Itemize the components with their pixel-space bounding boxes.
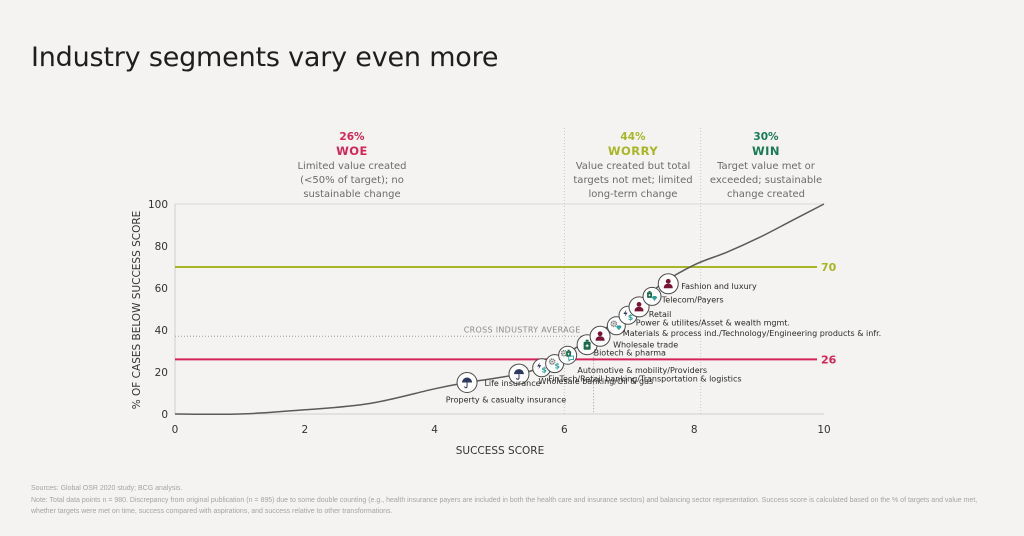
desc-line: change created <box>726 189 806 200</box>
zone-win: 30% WIN Target value met or exceeded; su… <box>681 131 851 202</box>
x-axis-label: SUCCESS SCORE <box>456 445 545 457</box>
zone-worry: 44% WORRY Value created but total target… <box>548 131 718 202</box>
marker-label: Life insurance <box>484 379 540 388</box>
x-tick-label: 6 <box>561 424 568 436</box>
marker-label: Power & utilites/Asset & wealth mgmt. <box>636 318 790 327</box>
industry-marker: Retail <box>628 296 672 319</box>
marker-circle <box>642 286 662 306</box>
industry-marker: Life insurance <box>484 363 541 388</box>
marker-label: FinTech/Retail banking/Transportation & … <box>548 375 741 384</box>
note-text: Note: Total data points n = 980. Discrep… <box>31 496 978 516</box>
industry-marker: Fashion and luxury <box>657 273 757 295</box>
zone-worry-description: Value created but total targets not met;… <box>548 160 718 202</box>
marker-label: Property & casualty insurance <box>446 396 566 405</box>
x-tick-label: 8 <box>691 424 698 436</box>
x-tick-label: 4 <box>431 424 438 436</box>
industry-marker: Telecom/Payers <box>642 286 724 306</box>
marker-label: Wholesale banking/Oil & gas <box>538 377 653 386</box>
bolt-icon <box>623 309 628 317</box>
dollar-icon: $ <box>554 361 559 370</box>
umbrella-icon <box>513 369 524 380</box>
y-tick-label: 60 <box>155 283 168 295</box>
zone-win-label: WIN <box>751 144 781 158</box>
svg-text:$: $ <box>628 313 633 322</box>
marker-label: Retail <box>649 310 672 319</box>
chat-icon <box>568 355 575 363</box>
desc-line: Value created but total <box>575 161 691 172</box>
threshold-label-26: 26 <box>821 353 837 366</box>
diamond-icon <box>616 325 622 331</box>
zone-woe-label: WOE <box>336 144 368 158</box>
x-tick-label: 10 <box>817 424 830 436</box>
page-title: Industry segments vary even more <box>31 42 499 73</box>
y-tick-label: 20 <box>155 367 168 379</box>
y-tick-label: 100 <box>148 199 168 211</box>
zone-worry-percent: 44% <box>620 131 646 143</box>
desc-line: exceeded; sustainable <box>709 175 823 186</box>
zone-woe: 26% WOE Limited value created (<50% of t… <box>267 131 437 202</box>
industry-marker: Wholesale trade <box>589 325 678 349</box>
marker-label: Fashion and luxury <box>681 282 757 291</box>
desc-line: Target value met or <box>717 161 815 172</box>
svg-text:$: $ <box>554 361 559 370</box>
svg-text:$: $ <box>542 366 547 375</box>
footer: Sources: Global OSR 2020 study; BCG anal… <box>31 483 991 518</box>
marker-label: Materials & process ind./Technology/Engi… <box>623 329 881 338</box>
industry-marker: Automotive & mobility/Providers <box>558 345 707 375</box>
marker-label: Wholesale trade <box>613 340 678 349</box>
zone-woe-description: Limited value created (<50% of target); … <box>267 160 437 202</box>
marker-label: Biotech & pharma <box>594 349 666 358</box>
gear-icon <box>548 358 556 365</box>
gear-icon <box>610 320 618 328</box>
cross-industry-average-label: CROSS INDUSTRY AVERAGE <box>464 325 581 334</box>
x-tick-label: 2 <box>301 424 308 436</box>
desc-line: sustainable change <box>303 189 401 200</box>
zone-woe-percent: 26% <box>339 131 365 143</box>
threshold-label-70: 70 <box>821 261 837 274</box>
umbrella-icon <box>462 377 473 389</box>
bottle-icon <box>647 290 652 298</box>
bottle-icon <box>583 339 591 350</box>
dollar-icon: $ <box>542 366 547 375</box>
y-tick-label: 80 <box>155 241 168 253</box>
person-icon <box>595 331 605 341</box>
dollar-icon: $ <box>628 313 633 322</box>
desc-line: Limited value created <box>297 161 407 172</box>
desc-line: targets not met; limited <box>573 175 693 186</box>
zone-worry-label: WORRY <box>607 144 659 158</box>
zone-win-description: Target value met or exceeded; sustainabl… <box>681 160 851 202</box>
industry-marker: Property & casualty insurance <box>446 372 566 405</box>
person-icon <box>663 278 673 289</box>
diamond-icon <box>651 295 658 301</box>
sources-text: Sources: Global OSR 2020 study; BCG anal… <box>31 485 183 492</box>
bolt-icon <box>537 362 542 370</box>
marker-label: Automotive & mobility/Providers <box>577 366 707 375</box>
desc-line: long-term change <box>588 189 678 200</box>
y-tick-label: 0 <box>161 409 168 421</box>
zone-win-percent: 30% <box>753 131 779 143</box>
y-tick-label: 40 <box>155 325 168 337</box>
person-icon <box>634 302 644 312</box>
bottle-icon <box>566 349 572 357</box>
x-tick-label: 0 <box>172 424 179 436</box>
desc-line: (<50% of target); no <box>300 175 404 186</box>
marker-label: Telecom/Payers <box>661 295 724 304</box>
y-axis-label: % OF CASES BELOW SUCCESS SCORE <box>131 211 143 410</box>
